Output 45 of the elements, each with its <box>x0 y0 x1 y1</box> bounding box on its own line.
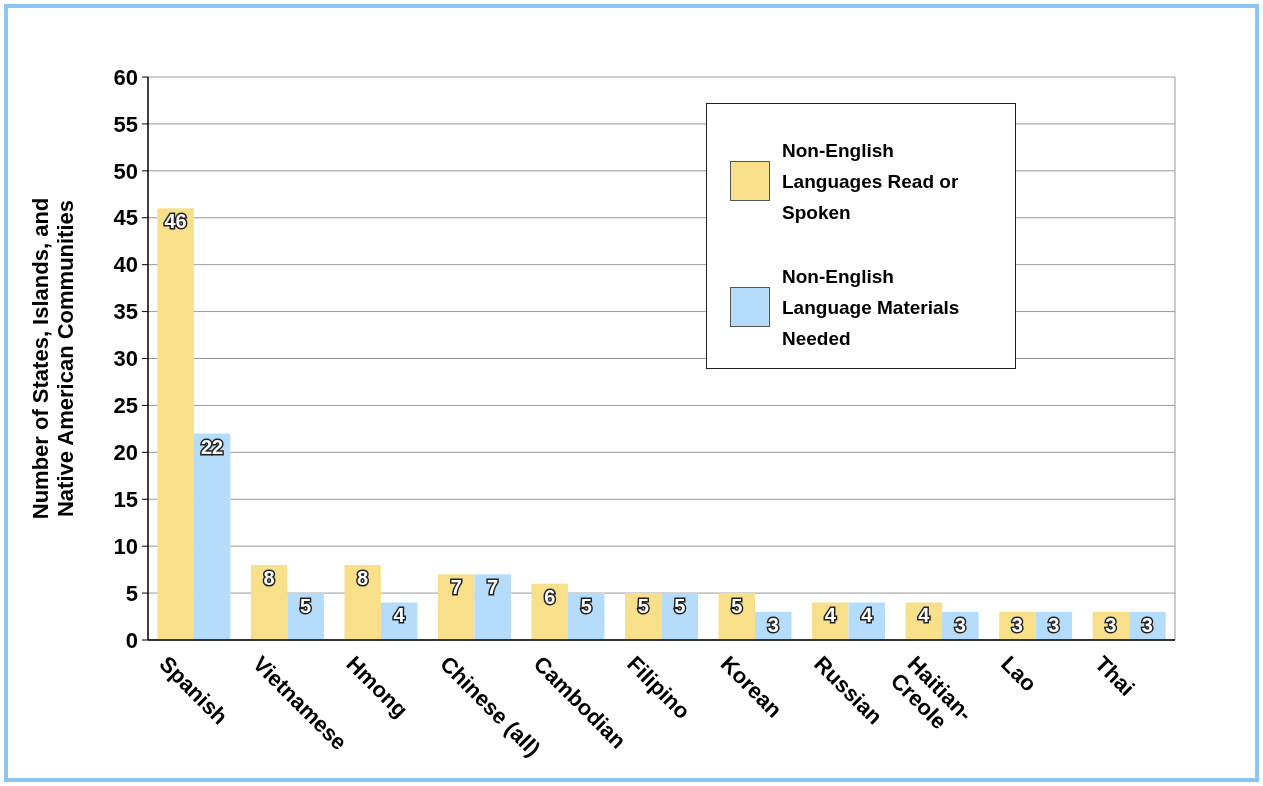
y-tick-label: 15 <box>113 486 138 512</box>
y-tick-label: 35 <box>113 299 138 325</box>
data-label: 4 <box>824 604 837 627</box>
x-tick-label: Lao <box>996 651 1042 697</box>
data-label: 3 <box>1048 613 1060 636</box>
data-label: 7 <box>450 576 462 599</box>
y-tick-label: 40 <box>113 252 138 278</box>
y-tick-label: 30 <box>113 346 138 372</box>
bar <box>250 564 288 640</box>
bar <box>474 574 511 640</box>
data-label: 3 <box>954 613 966 636</box>
data-label: 22 <box>200 435 224 458</box>
data-label: 5 <box>637 595 649 618</box>
data-label: 5 <box>300 595 312 618</box>
y-tick-label: 60 <box>113 64 138 90</box>
data-label: 3 <box>767 613 779 636</box>
data-label: 3 <box>1141 613 1153 636</box>
y-tick-label: 45 <box>113 205 138 231</box>
data-label: 8 <box>357 566 369 589</box>
data-label: 7 <box>487 576 499 599</box>
y-tick-label: 50 <box>113 158 138 184</box>
data-label: 6 <box>544 585 556 608</box>
y-tick-label: 10 <box>113 533 138 559</box>
legend-label: Non-English Languages Read or Spoken <box>782 138 960 225</box>
bar <box>437 574 475 640</box>
y-tick-label: 5 <box>125 580 138 606</box>
data-label: 5 <box>580 595 592 618</box>
data-label: 5 <box>674 595 686 618</box>
data-label: 46 <box>164 210 187 233</box>
y-tick-label: 20 <box>113 440 138 466</box>
data-label: 3 <box>1011 613 1023 636</box>
bar <box>193 433 231 640</box>
data-label: 4 <box>861 604 874 627</box>
y-tick-label: 25 <box>113 393 138 419</box>
bar <box>344 564 381 640</box>
data-label: 5 <box>731 595 743 618</box>
legend-label: Non-English Language Materials Needed <box>782 264 961 351</box>
data-label: 4 <box>393 604 406 627</box>
bar <box>157 208 194 640</box>
y-tick-label: 55 <box>113 111 138 137</box>
y-axis-title: Number of States, Islands, and Native American Communities <box>28 197 78 520</box>
data-label: 4 <box>918 604 931 627</box>
y-tick-label: 0 <box>125 627 138 653</box>
data-label: 3 <box>1105 613 1117 636</box>
data-label: 8 <box>263 566 275 589</box>
